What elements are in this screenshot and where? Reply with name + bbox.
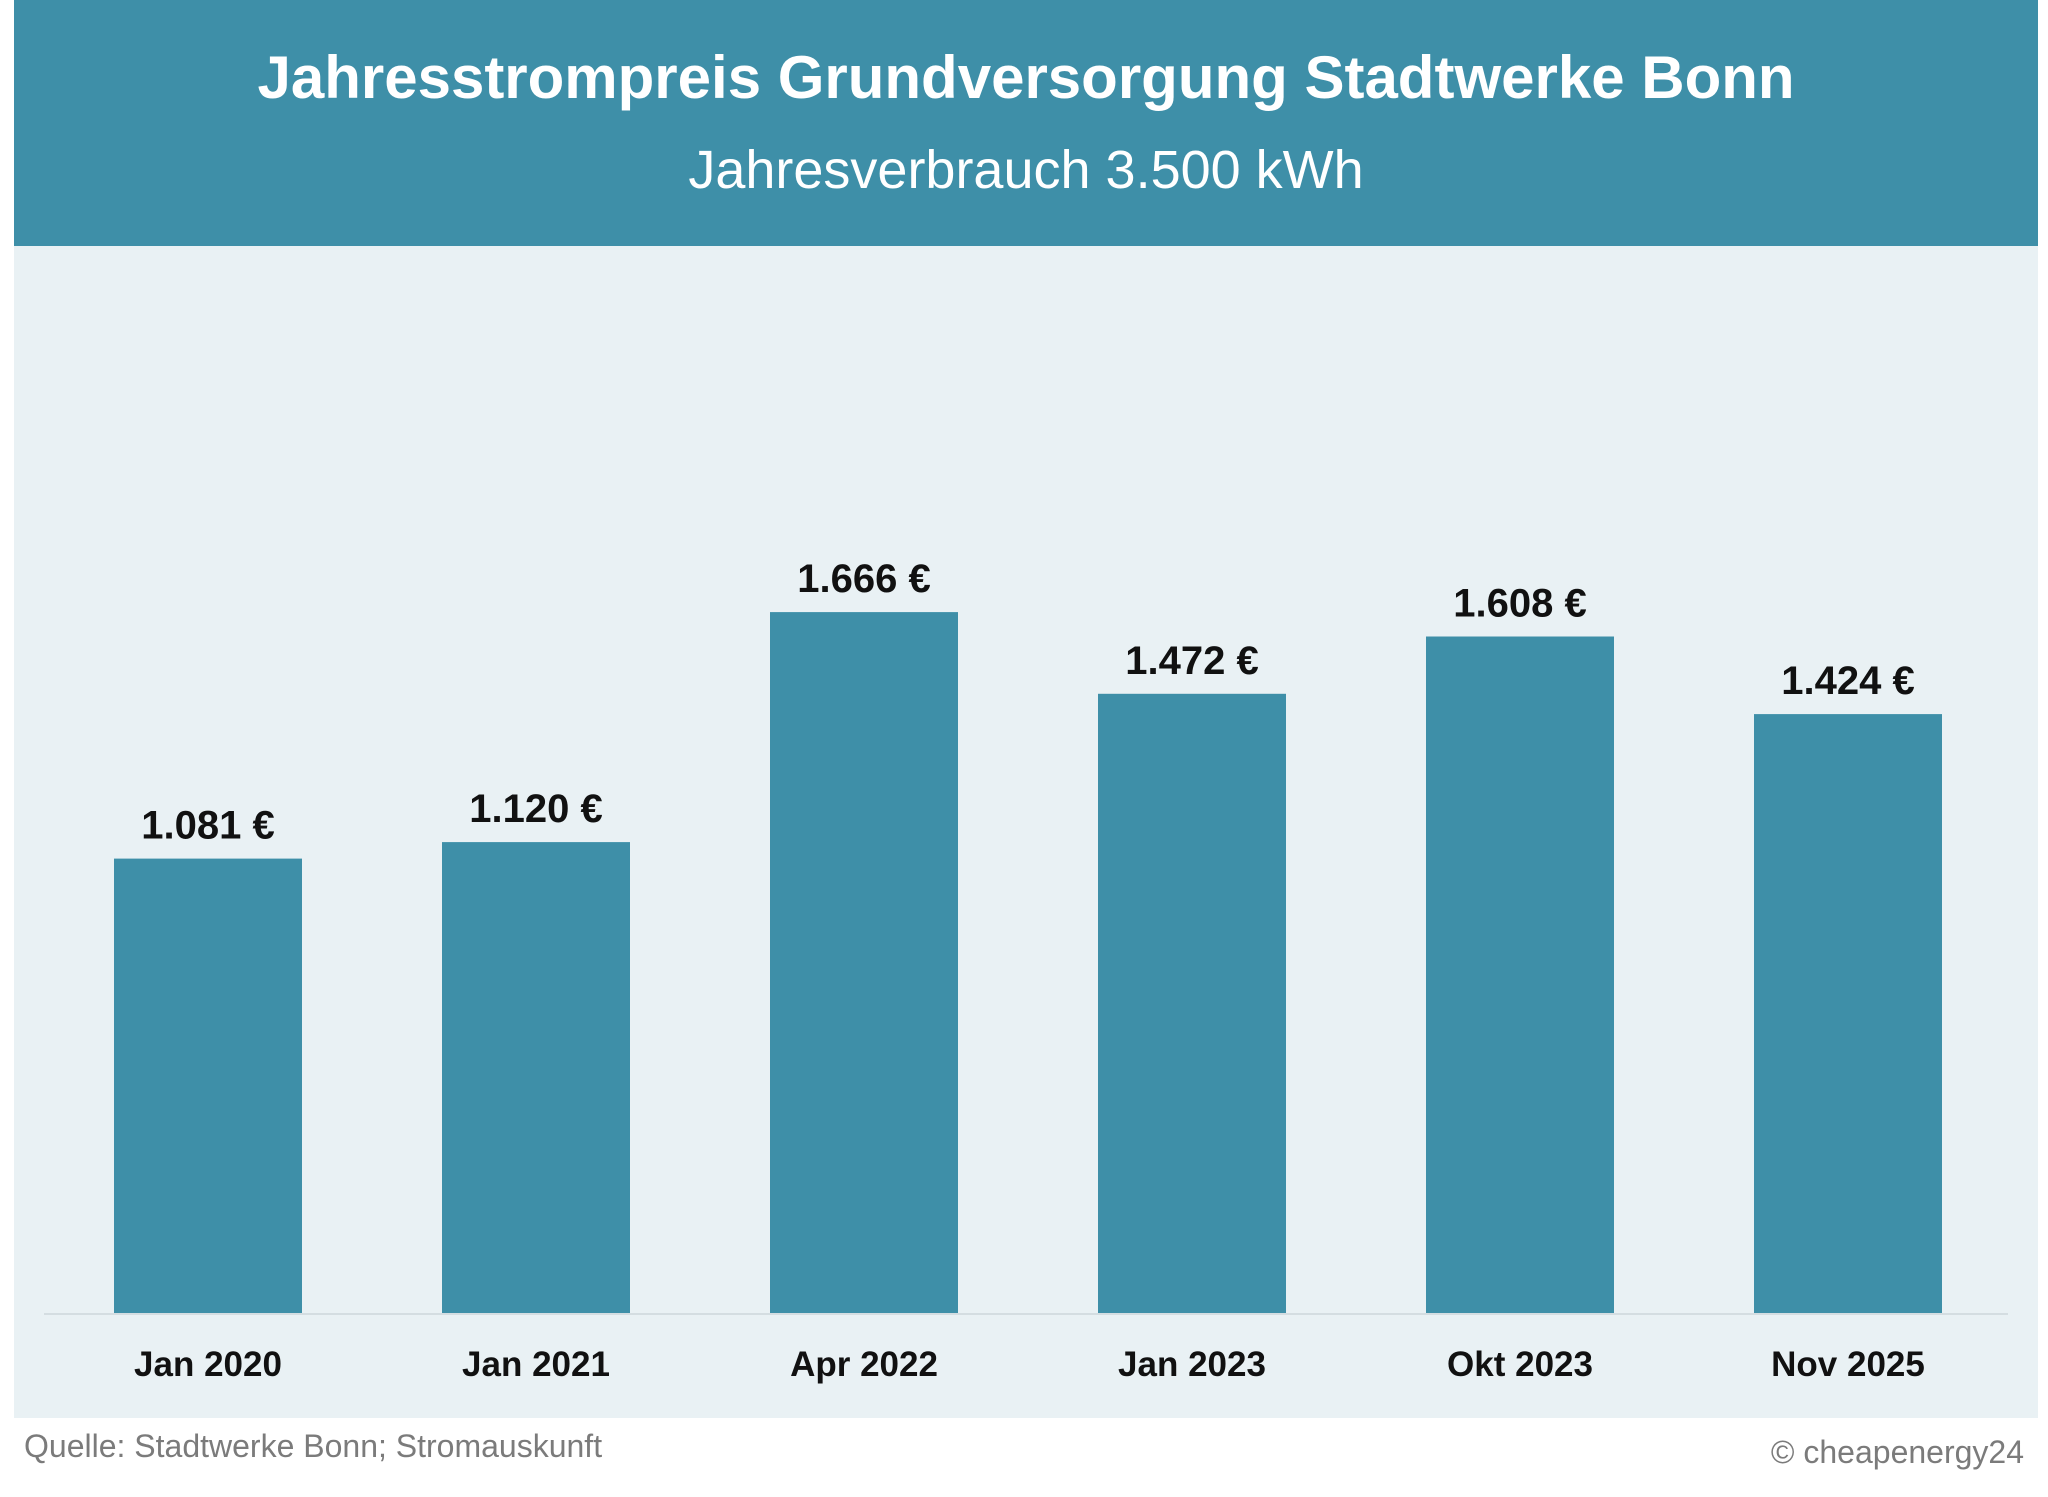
bar-okt-2023 (1426, 636, 1614, 1314)
chart-subtitle: Jahresverbrauch 3.500 kWh (688, 140, 1364, 200)
category-label: Jan 2023 (1118, 1345, 1266, 1384)
bar-jan-2021 (442, 842, 630, 1314)
bar-jan-2023 (1098, 693, 1286, 1314)
bar-jan-2020 (114, 858, 302, 1314)
category-label: Jan 2020 (134, 1345, 282, 1384)
category-label: Jan 2021 (462, 1345, 610, 1384)
data-label: 1.666 € (797, 557, 930, 601)
category-label: Okt 2023 (1447, 1345, 1593, 1384)
bar-apr-2022 (770, 612, 958, 1314)
data-label: 1.424 € (1781, 659, 1914, 703)
data-label: 1.608 € (1453, 582, 1586, 626)
data-label: 1.081 € (141, 804, 274, 848)
data-label: 1.120 € (469, 787, 602, 831)
category-label: Nov 2025 (1771, 1345, 1925, 1384)
data-labels-layer: 1.081 € 1.120 € 1.666 € 1.472 € 1.608 € 1.424… (141, 557, 1914, 848)
plot-area: 1.081 € 1.120 € 1.666 € 1.472 € 1.608 € 1.424… (14, 246, 2038, 1418)
chart-header: Jahresstrompreis Grundversorgung Stadtwe… (14, 0, 2038, 246)
category-label: Apr 2022 (790, 1345, 938, 1384)
data-label: 1.472 € (1125, 639, 1258, 683)
category-labels-layer: Jan 2020 Jan 2021 Apr 2022 Jan 2023 Okt 2023… (134, 1345, 1925, 1384)
source-note: Quelle: Stadtwerke Bonn; Stromauskunft (24, 1428, 603, 1464)
chart-title: Jahresstrompreis Grundversorgung Stadtwe… (257, 44, 1795, 111)
bar-nov-2025 (1754, 714, 1942, 1314)
copyright-note: © cheapenergy24 (1770, 1434, 2024, 1470)
bar-chart: 1.081 € 1.120 € 1.666 € 1.472 € 1.608 € 1.424… (44, 557, 2008, 1384)
bars-layer (114, 612, 1942, 1314)
